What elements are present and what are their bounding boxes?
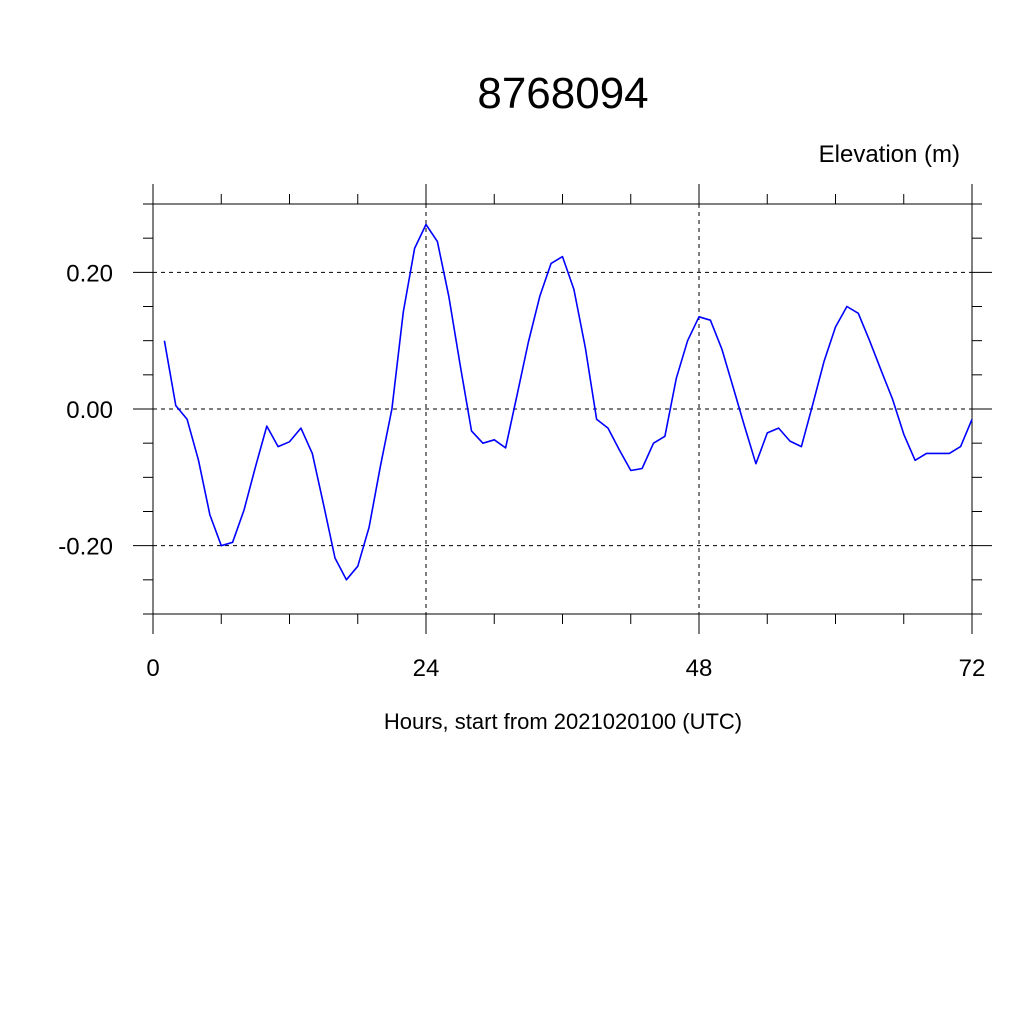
- x-axis-label: Hours, start from 2021020100 (UTC): [384, 709, 742, 734]
- x-tick-label: 0: [146, 655, 159, 682]
- x-tick-label: 72: [959, 655, 986, 682]
- chart-title: 8768094: [477, 69, 648, 118]
- x-tick-label: 48: [686, 655, 713, 682]
- x-tick-label: 24: [413, 655, 440, 682]
- series-line: [163, 223, 973, 581]
- y-tick-label: 0.00: [66, 397, 113, 424]
- y-tick-label: 0.20: [66, 260, 113, 287]
- plot-area: 0 24 48 72 -0.20 0.00 0.20: [58, 184, 992, 682]
- y-tick-label: -0.20: [58, 534, 113, 561]
- y-axis-label: Elevation (m): [819, 141, 960, 168]
